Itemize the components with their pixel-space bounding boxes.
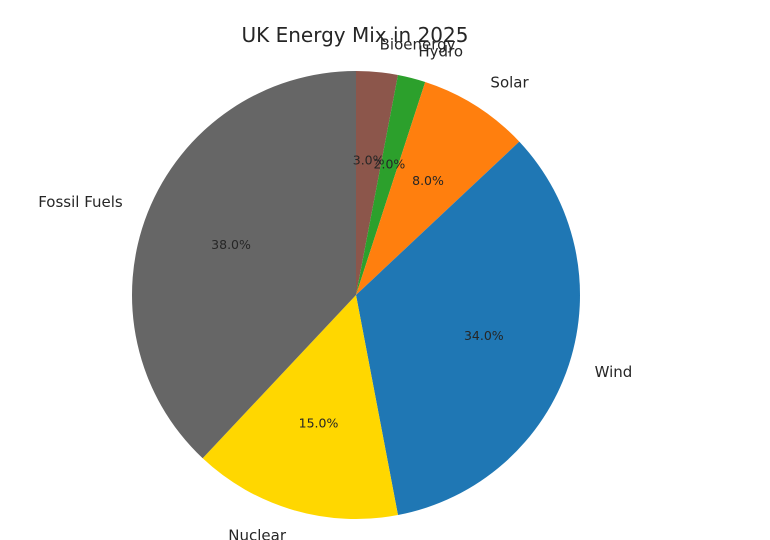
pie-labels: Bioenergy 3.0% Hydro 2.0% Solar 8.0% Wind 34.0%… xyxy=(38,36,632,540)
pie-slice-bioenergy xyxy=(356,71,398,295)
slice-label-hydro: Hydro xyxy=(418,43,463,61)
pct-label-fossil-fuels: 38.0% xyxy=(211,237,251,252)
pct-label-nuclear: 15.0% xyxy=(299,416,339,431)
chart-title: UK Energy Mix in 2025 xyxy=(242,23,469,47)
pie-slice-hydro xyxy=(356,74,426,296)
slice-label-solar: Solar xyxy=(490,74,529,92)
slice-label-nuclear: Nuclear xyxy=(228,526,287,540)
pct-label-bioenergy: 3.0% xyxy=(353,153,385,168)
pct-label-hydro: 2.0% xyxy=(374,156,406,171)
pie-slice-solar xyxy=(356,81,520,295)
pie-slice-fossil-fuels xyxy=(131,71,356,459)
pct-label-solar: 8.0% xyxy=(412,173,444,188)
pie-slice-nuclear xyxy=(202,295,398,519)
slice-label-bioenergy: Bioenergy xyxy=(380,36,456,54)
pie-slices xyxy=(131,71,581,519)
pct-label-wind: 34.0% xyxy=(464,328,504,343)
slice-label-wind: Wind xyxy=(595,363,633,381)
pie-slice-wind xyxy=(356,141,581,516)
slice-label-fossil-fuels: Fossil Fuels xyxy=(38,193,123,211)
